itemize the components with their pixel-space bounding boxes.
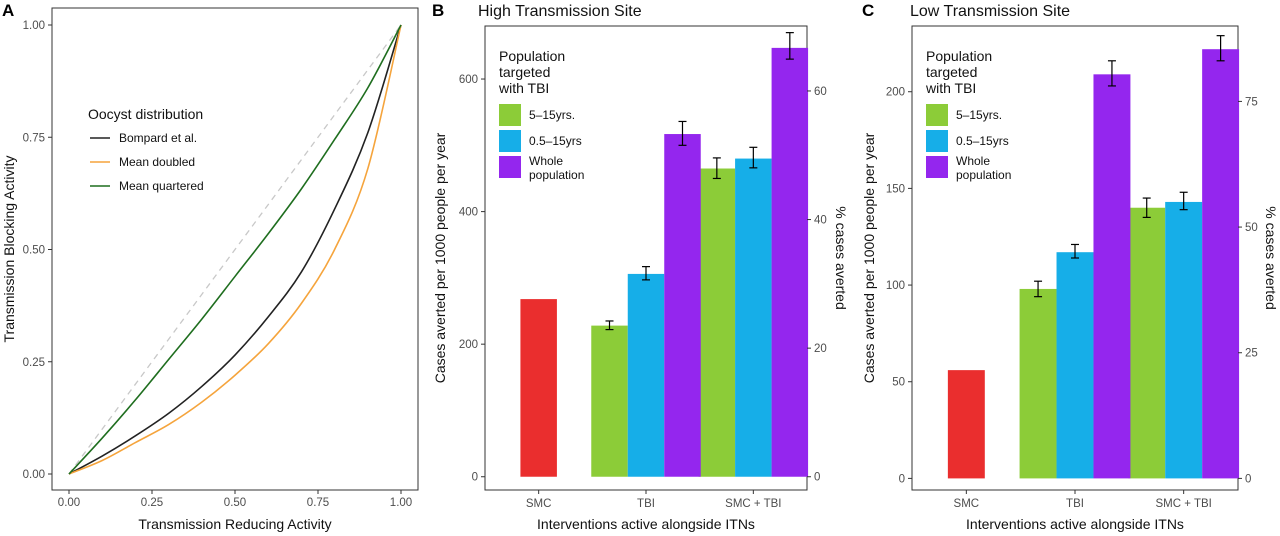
legend-label: population [956, 168, 1011, 182]
x-tick-label: 0.50 [224, 497, 246, 509]
y-right-tick-label: 20 [814, 343, 827, 355]
x-axis-title: Interventions active alongside ITNs [966, 516, 1184, 532]
y-tick-label: 150 [886, 183, 905, 195]
legend-label: Whole [956, 154, 990, 168]
panel-letter-c: C [862, 1, 874, 20]
panel-title: High Transmission Site [478, 3, 642, 20]
bar-0-5-15yrs-tbi [1056, 252, 1094, 479]
legend-label: population [529, 168, 584, 182]
legend-label: Mean doubled [119, 155, 195, 169]
x-tick-label: 0.25 [141, 497, 163, 509]
bar-whole-population-smc-tbi [771, 47, 809, 477]
reference-line [68, 24, 402, 475]
y-axis-right-title: % cases averted [833, 206, 849, 310]
bar-smc [947, 370, 985, 479]
legend-title-line-2: targeted [499, 64, 550, 80]
legend-label: 0.5–15yrs [956, 134, 1009, 148]
legend-label: 0.5–15yrs [529, 134, 582, 148]
bar-5-15yrs-tbi [591, 325, 628, 477]
x-tick-label: SMC [954, 498, 980, 510]
legend-title-line-3: with TBI [498, 80, 549, 96]
x-tick-label: SMC + TBI [1155, 498, 1211, 510]
bar-whole-population-tbi [1093, 74, 1131, 479]
legend-title-line-1: Population [499, 48, 565, 64]
y-tick-label: 0.00 [23, 469, 45, 481]
panel-letter-a: A [2, 1, 14, 20]
y-right-tick-label: 50 [1245, 222, 1258, 234]
x-tick-label: 1.00 [390, 497, 412, 509]
y-tick-label: 100 [886, 280, 905, 292]
legend-title: Oocyst distribution [88, 106, 203, 122]
x-tick-label: SMC + TBI [725, 498, 781, 510]
y-tick-label: 0.25 [23, 357, 45, 369]
legend-swatch-whole-population [926, 156, 948, 178]
y-tick-label: 400 [459, 207, 478, 219]
y-tick-label: 0.75 [23, 132, 45, 144]
y-tick-label: 50 [892, 377, 905, 389]
series-line-mean-quartered [68, 24, 402, 475]
x-tick-label: SMC [526, 498, 552, 510]
legend-swatch-whole-population [499, 156, 521, 178]
y-right-tick-label: 75 [1245, 96, 1258, 108]
x-tick-label: TBI [637, 498, 655, 510]
legend-title-line-2: targeted [926, 64, 977, 80]
x-tick-label: 0.75 [307, 497, 329, 509]
y-tick-label: 200 [886, 87, 905, 99]
bar-5-15yrs-tbi [1019, 288, 1057, 479]
bar-5-15yrs-smc-tbi [698, 168, 736, 477]
y-right-tick-label: 0 [1245, 473, 1251, 485]
y-right-tick-label: 40 [814, 215, 827, 227]
bar-0-5-15yrs-smc-tbi [1165, 201, 1203, 479]
legend-label: Whole [529, 154, 563, 168]
legend-label: Bompard et al. [119, 131, 197, 145]
x-tick-label: TBI [1066, 498, 1084, 510]
y-tick-label: 600 [459, 74, 478, 86]
x-tick-label: 0.00 [58, 497, 80, 509]
y-axis-right-title: % cases averted [1263, 206, 1279, 310]
legend-label: 5–15yrs. [956, 108, 1002, 122]
bar-0-5-15yrs-smc-tbi [735, 158, 772, 477]
y-tick-label: 1.00 [23, 20, 45, 32]
panel-a: A 0.00 0.25 0.50 0.75 1.00 0.00 0.25 0.50 0.75 1.… [1, 1, 419, 532]
legend-swatch-0-5-15yrs [926, 130, 948, 152]
legend-title-line-1: Population [926, 48, 992, 64]
bar-whole-population-smc-tbi [1202, 49, 1240, 479]
legend-title-line-3: with TBI [925, 80, 976, 96]
y-tick-label: 0.50 [23, 245, 45, 257]
bar-whole-population-tbi [664, 134, 701, 477]
x-axis-title: Interventions active alongside ITNs [537, 516, 755, 532]
panel-letter-b: B [432, 1, 444, 20]
legend-label: Mean quartered [119, 179, 204, 193]
y-axis-title: Cases averted per 1000 people per year [432, 132, 448, 383]
legend-swatch-5-15yrs [926, 104, 948, 126]
bar-5-15yrs-smc-tbi [1128, 207, 1166, 479]
bar-smc [520, 299, 557, 477]
panel-c: C Low Transmission Site 0 50 100 150 200 0 25 5… [861, 1, 1279, 532]
x-axis-title: Transmission Reducing Activity [138, 516, 331, 532]
y-axis-title: Transmission Blocking Activity [1, 156, 17, 343]
bar-0-5-15yrs-tbi [627, 273, 665, 477]
legend-swatch-5-15yrs [499, 104, 521, 126]
series-line-bompard-et-al [68, 24, 402, 475]
y-tick-label: 0 [472, 472, 478, 484]
y-tick-label: 200 [459, 339, 478, 351]
legend-label: 5–15yrs. [529, 108, 575, 122]
series-line-mean-doubled [68, 24, 402, 475]
y-tick-label: 0 [899, 473, 905, 485]
y-axis-title: Cases averted per 1000 people per year [861, 132, 877, 383]
panel-title: Low Transmission Site [910, 3, 1070, 20]
y-right-tick-label: 25 [1245, 348, 1258, 360]
y-right-tick-label: 60 [814, 86, 827, 98]
panel-b: B High Transmission Site 0 200 400 600 0 20 40… [432, 1, 849, 532]
legend-swatch-0-5-15yrs [499, 130, 521, 152]
y-right-tick-label: 0 [814, 472, 820, 484]
